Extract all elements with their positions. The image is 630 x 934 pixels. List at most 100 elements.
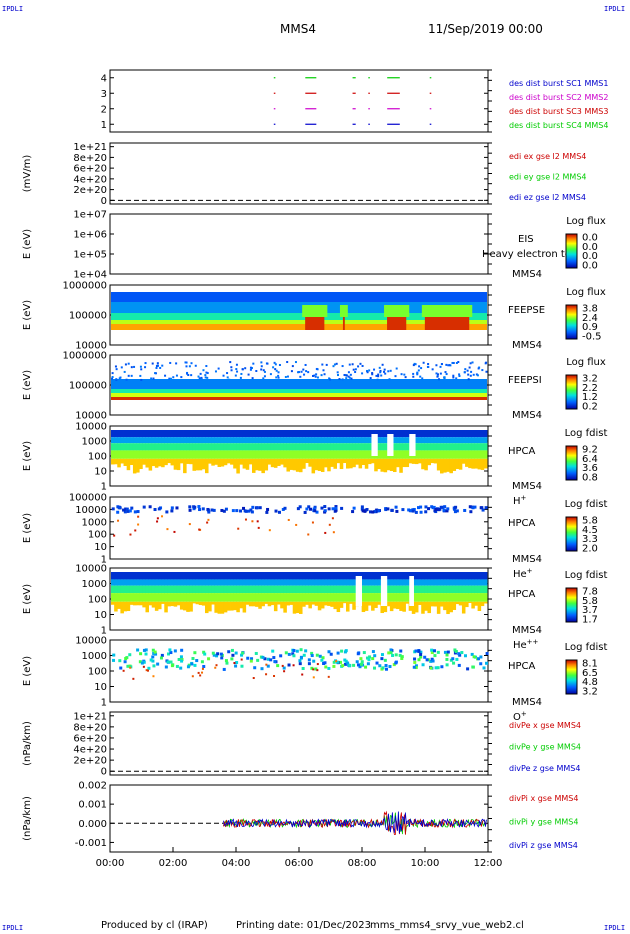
hpca_hepp-spectrogram-column (474, 585, 478, 594)
feepsi-band (111, 397, 487, 400)
corner-label-bottom-left: IPDLI (2, 924, 24, 932)
hpca_h-spectrogram-column (217, 437, 222, 444)
hpca_he-pixel (117, 519, 120, 522)
hpca_hepp-spectrogram-column (283, 585, 287, 594)
x-tick-label-0: 00:00 (96, 858, 125, 869)
hpca_hepp-spectrogram-column (393, 579, 397, 586)
hpca_hepp-spectrogram-column (173, 585, 178, 594)
hpca_o-pixel (149, 658, 153, 662)
hpca_hepp-spectrogram-column (198, 585, 203, 594)
feepsi-speckle (445, 363, 448, 366)
hpca_h-spectrogram-column (142, 437, 146, 444)
hpca_hepp-spectrogram-column (186, 579, 190, 586)
hpca_h-spectrogram-column (205, 450, 209, 459)
hpca_hepp-spectrogram-column (302, 601, 306, 607)
hpca_h-spectrogram-column (292, 437, 297, 444)
hpca_hepp-spectrogram-column (286, 572, 290, 580)
hpca_hepp-spectrogram-column (245, 572, 250, 580)
hpca_o-pixel (381, 666, 385, 670)
hpca_h-spectrogram-column (126, 450, 131, 459)
hpca_h-spectrogram-column (461, 430, 466, 438)
hpca_hepp-spectrogram-column (480, 601, 485, 607)
hpca_h-spectrogram-column (361, 443, 366, 451)
divpi-ytick-1-label: 0.000 (78, 819, 107, 830)
feepsi-speckle (226, 372, 229, 375)
hpca_he-pixel (307, 505, 311, 509)
hpca_h-spectrogram-column (233, 430, 237, 438)
hpca_h-spectrogram-column (383, 458, 388, 473)
hpca_o-pixel (364, 665, 368, 669)
hpca_hepp-spectrogram-column (339, 601, 344, 608)
hpca_h-spectrogram-column (421, 443, 425, 451)
hpca_h-spectrogram-column (452, 430, 457, 438)
hpca_hepp-spectrogram-column (471, 572, 475, 580)
hpca_hepp-spectrogram-column (173, 593, 178, 602)
hpca_hepp-spectrogram-column (123, 585, 128, 594)
hpca_o-pixel (412, 665, 416, 669)
hpca_he-pixel (384, 508, 388, 512)
x-tick-label-2: 04:00 (222, 858, 251, 869)
hpca_o-pixel (260, 667, 264, 671)
hpca_hepp-spectrogram-column (302, 585, 306, 594)
hpca_he-pixel (266, 507, 270, 511)
hpca_o-pixel (321, 656, 325, 660)
hpca_hepp-spectrogram-column (458, 593, 463, 602)
hpca_hepp-spectrogram-column (129, 572, 134, 580)
hpca_hepp-spectrogram-column (367, 585, 372, 594)
hpca_h-spectrogram-column (349, 450, 353, 459)
hpca_h-spectrogram-column (283, 443, 287, 451)
hpca_hepp-spectrogram-column (114, 572, 118, 580)
hpca_hepp-spectrogram-column (111, 593, 115, 602)
hpca_hepp-spectrogram-column (117, 601, 121, 609)
hpca_hepp-spectrogram-column (132, 601, 137, 606)
hpca_h-spectrogram-column (355, 437, 359, 444)
hpca_hepp-spectrogram-column (446, 579, 450, 586)
hpca_h-spectrogram-column (330, 437, 334, 444)
feepsi-speckle (269, 373, 272, 376)
hpca_hepp-spectrogram-column (320, 585, 325, 594)
hpca_h-spectrogram-column (258, 458, 262, 471)
hpca_h-spectrogram-column (330, 458, 334, 467)
hpca_hepp-spectrogram-column (158, 601, 162, 610)
hpca_h-spectrogram-column (480, 437, 485, 444)
hpca_hepp-spectrogram-column (158, 579, 162, 586)
hpca_h-spectrogram-column (483, 450, 488, 459)
hpca_h-spectrogram-column (236, 443, 240, 451)
feepsi-speckle (412, 372, 415, 375)
hpca_hepp-spectrogram-column (117, 572, 121, 580)
hpca_h-spectrogram-column (226, 430, 231, 438)
hpca_hepp-spectrogram-column (158, 593, 162, 602)
feepsi-speckle (240, 372, 243, 375)
hpca_hepp-spectrogram-column (449, 579, 453, 586)
feepsi-speckle (124, 363, 127, 366)
hpca_hepp-spectrogram-column (208, 579, 212, 586)
hpca_he-ytick-1-label: 10 (94, 542, 107, 553)
feepsi-speckle (277, 374, 280, 377)
hpca_h-spectrogram-column (480, 430, 485, 438)
hpca_h-spectrogram-column (220, 458, 225, 467)
hpca_h-spectrogram-column (289, 458, 294, 470)
hpca_hepp-spectrogram-column (311, 593, 316, 602)
hpca_hepp-spectrogram-column (183, 572, 187, 580)
feepsi-speckle (467, 373, 470, 376)
hpca_he-pixel (390, 508, 394, 512)
hpca_he-pixel (360, 505, 364, 509)
hpca_h-spectrogram-column (449, 443, 453, 451)
hpca_hepp-spectrogram-column (167, 593, 171, 602)
hpca_h-spectrogram-column (374, 458, 378, 472)
hpca_o-pixel (346, 661, 350, 665)
feepsi-speckle (139, 374, 142, 377)
hpca_h-spectrogram-column (280, 458, 284, 465)
hpca_h-spectrogram-column (458, 450, 463, 459)
hpca_h-spectrogram-column (214, 437, 218, 444)
hpca_hepp-spectrogram-column (277, 572, 281, 580)
hpca_h-spectrogram-column (333, 430, 337, 438)
hpca_hepp-spectrogram-column (314, 579, 319, 586)
hpca_h-spectrogram-column (449, 437, 453, 444)
feepsi-speckle (357, 365, 360, 368)
hpca_hepp-spectrogram-column (324, 601, 328, 606)
hpca_o-pixel (445, 663, 449, 667)
hpca_hepp-spectrogram-column (477, 593, 482, 602)
hpca_o-pixel (170, 664, 174, 668)
hpca_he-pixel (134, 529, 137, 532)
